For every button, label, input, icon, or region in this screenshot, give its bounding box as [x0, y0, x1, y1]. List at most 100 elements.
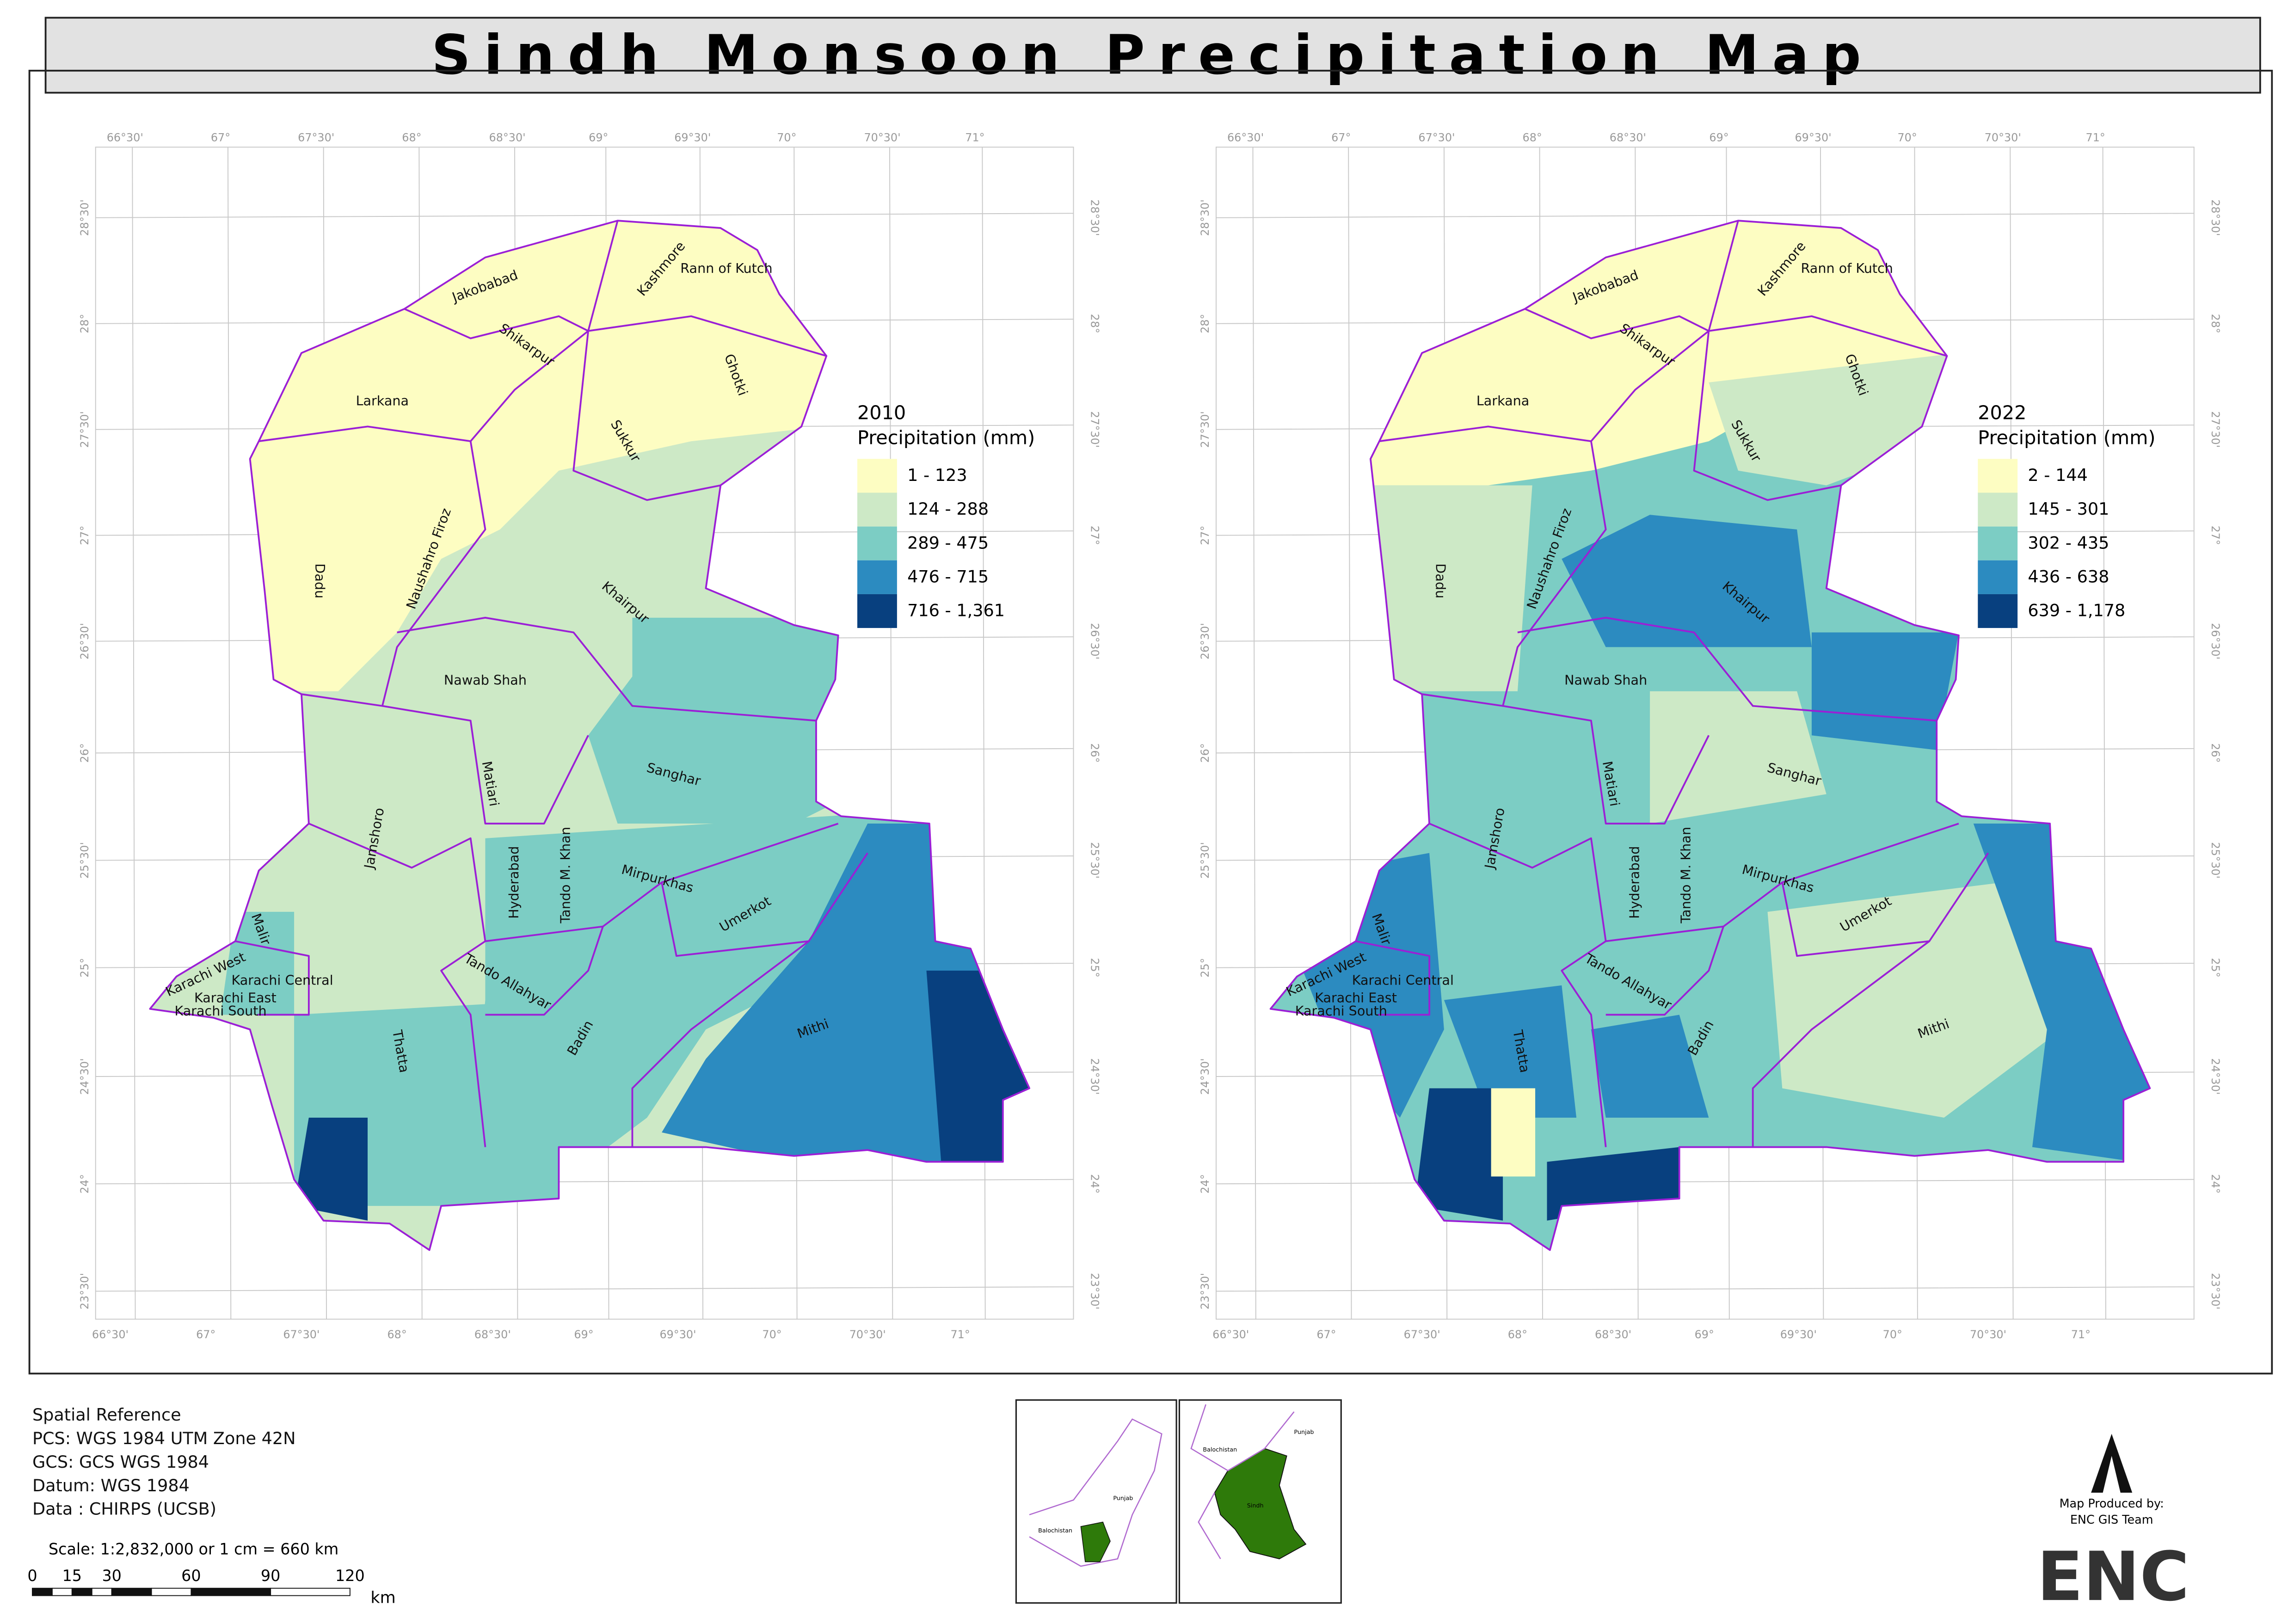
- legend-label: 716 - 1,361: [907, 601, 1005, 621]
- latitude-label: 25°30': [1199, 842, 1212, 879]
- scale-bar-segment: [191, 1587, 271, 1596]
- legend-swatch: [857, 560, 897, 594]
- inset-label: Balochistan: [1038, 1527, 1072, 1534]
- longitude-label: 70°: [777, 131, 796, 144]
- latitude-label: 24°: [1199, 1174, 1212, 1193]
- latitude-label: 26°30': [1089, 623, 1101, 659]
- longitude-label: 66°30': [1227, 131, 1264, 144]
- legend-title: Precipitation (mm): [857, 427, 1035, 449]
- scale-bar-segment: [71, 1587, 92, 1596]
- credit: Map Produced by:: [2060, 1496, 2164, 1510]
- longitude-label: 70°: [762, 1328, 781, 1341]
- latitude-label: 23°30': [2209, 1273, 2222, 1310]
- latitude-label: 25°30': [78, 842, 91, 879]
- latitude-label: 24°30': [78, 1058, 91, 1095]
- legend-label: 302 - 435: [2028, 533, 2109, 553]
- legend: 2022 Precipitation (mm) 2 - 144 145 - 301 30…: [1978, 401, 2156, 628]
- latitude-label: 24°: [2209, 1174, 2222, 1193]
- legend: 2010 Precipitation (mm) 1 - 123 124 - 288 28…: [857, 401, 1035, 628]
- longitude-label: 71°: [2071, 1328, 2091, 1341]
- spatial-reference: Data : CHIRPS (UCSB): [32, 1499, 216, 1519]
- spatial-reference: GCS: GCS WGS 1984: [32, 1452, 209, 1472]
- parallel: [95, 213, 1074, 218]
- latitude-label: 26°: [2209, 743, 2222, 763]
- legend-swatch: [1978, 594, 2018, 628]
- title: Sindh Monsoon Precipitation Map: [431, 24, 1874, 87]
- district-label: Karachi Central: [1352, 972, 1454, 988]
- scale-bar-segment: [32, 1587, 53, 1596]
- latitude-label: 26°: [1089, 743, 1101, 763]
- longitude-label: 70°30': [849, 1328, 886, 1341]
- precipitation-raster: [150, 221, 1030, 1250]
- longitude-label: 69°: [589, 131, 608, 144]
- longitude-label: 66°30': [1212, 1328, 1249, 1341]
- latitude-label: 25°30': [1089, 842, 1101, 879]
- district-label: Larkana: [1476, 393, 1530, 408]
- spatial-reference: Datum: WGS 1984: [32, 1476, 190, 1495]
- inset-pakistan: [1029, 1418, 1162, 1567]
- longitude-label: 69°30': [1795, 131, 1832, 144]
- parallel: [1216, 1286, 2194, 1292]
- meridian: [1348, 147, 1352, 1319]
- district-label: Nawab Shah: [444, 672, 527, 688]
- longitude-label: 69°: [1695, 1328, 1714, 1341]
- longitude-label: 67°30': [1404, 1328, 1440, 1341]
- latitude-label: 25°: [2209, 958, 2222, 978]
- longitude-label: 70°30': [864, 131, 900, 144]
- latitude-label: 25°30': [2209, 842, 2222, 879]
- latitude-label: 24°30': [2209, 1058, 2222, 1095]
- parallel: [1216, 213, 2194, 218]
- latitude-label: 27°30': [1089, 411, 1101, 448]
- longitude-label: 67°: [196, 1328, 215, 1341]
- map-2022: 66°30' 66°30' 67° 67° 67°30' 67°30' 68° 68° 68°3…: [1199, 131, 2222, 1341]
- legend-swatch: [1978, 459, 2018, 493]
- inset-sindh: [1080, 1521, 1111, 1562]
- longitude-label: 68°: [402, 131, 421, 144]
- inset-border: [1190, 1404, 1295, 1471]
- credit: ENC GIS Team: [2070, 1513, 2153, 1526]
- scale-bar-label: 15: [62, 1567, 82, 1585]
- district-label: Tando M. Khan: [1678, 827, 1694, 924]
- longitude-label: 68°: [1523, 131, 1542, 144]
- map-2010: 66°30' 66°30' 67° 67° 67°30' 67°30' 68° 68° 68°3…: [78, 131, 1101, 1341]
- inset-sindh-zoom: [1214, 1448, 1307, 1560]
- legend-label: 639 - 1,178: [2028, 601, 2125, 621]
- legend-swatch: [857, 492, 897, 527]
- map-frame: [28, 69, 2273, 1375]
- meridian: [1252, 147, 1256, 1319]
- district-label: Karachi Central: [231, 972, 333, 988]
- longitude-label: 68°: [1508, 1328, 1527, 1341]
- latitude-label: 27°30': [1199, 411, 1212, 448]
- scale-unit: km: [370, 1588, 395, 1607]
- scale-bar-label: 120: [335, 1567, 365, 1585]
- latitude-label: 28°30': [1089, 199, 1101, 236]
- longitude-label: 71°: [950, 1328, 970, 1341]
- latitude-label: 28°30': [2209, 199, 2222, 236]
- latitude-label: 25°: [1089, 958, 1101, 978]
- longitude-label: 67°: [211, 131, 230, 144]
- district-label: Rann of Kutch: [680, 260, 772, 276]
- longitude-label: 70°: [1883, 1328, 1902, 1341]
- legend-label: 1 - 123: [907, 465, 967, 485]
- inset-border: [1198, 1492, 1221, 1559]
- latitude-label: 25°: [1199, 958, 1212, 978]
- latitude-label: 27°30': [78, 411, 91, 448]
- latitude-label: 24°30': [1199, 1058, 1212, 1095]
- scale-bar-segment: [51, 1587, 73, 1596]
- latitude-label: 24°: [1089, 1174, 1101, 1193]
- graticule-frame: [95, 147, 1074, 1320]
- latitude-label: 28°: [1199, 314, 1212, 333]
- inset-frame: [1015, 1399, 1177, 1604]
- district-label: Larkana: [356, 393, 409, 408]
- legend-year: 2022: [1978, 401, 2026, 424]
- footer: Spatial Reference PCS: WGS 1984 UTM Zone …: [27, 1405, 395, 1607]
- scale-bar-segment: [111, 1587, 152, 1596]
- legend-label: 124 - 288: [907, 499, 989, 519]
- district-label: Rann of Kutch: [1801, 260, 1893, 276]
- district-label: Karachi East: [194, 990, 277, 1005]
- district-label: Dadu: [1433, 563, 1448, 598]
- longitude-label: 66°30': [107, 131, 143, 144]
- longitude-label: 68°30': [489, 131, 526, 144]
- latitude-label: 28°: [1089, 314, 1101, 333]
- latitude-label: 28°: [78, 314, 91, 333]
